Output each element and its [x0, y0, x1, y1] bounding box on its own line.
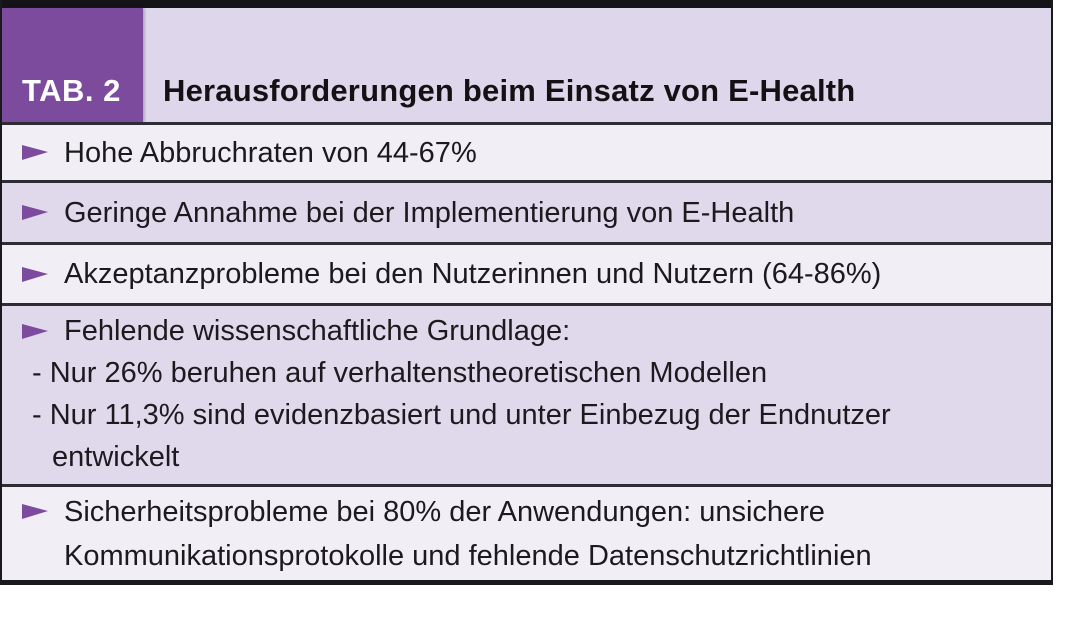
- row-subline: - Nur 11,3% sind evidenzbasiert und unte…: [32, 399, 891, 431]
- table-row: Geringe Annahme bei der Implementierung …: [2, 180, 1051, 242]
- table-row: Fehlende wissenschaftliche Grundlage: - …: [2, 303, 1051, 484]
- row-text: Sicherheitsprobleme bei 80% der Anwendun…: [64, 495, 825, 528]
- row-text: Geringe Annahme bei der Implementierung …: [64, 196, 795, 229]
- row-line: Hohe Abbruchraten von 44-67%: [2, 132, 1051, 174]
- row-text: Hohe Abbruchraten von 44-67%: [64, 136, 477, 169]
- row-line: Geringe Annahme bei der Implementierung …: [2, 192, 1051, 234]
- row-line: Sicherheitsprobleme bei 80% der Anwendun…: [2, 490, 1051, 534]
- row-text: Fehlende wissenschaftliche Grundlage:: [64, 315, 571, 347]
- table-row: Akzeptanzprobleme bei den Nutzerinnen un…: [2, 242, 1051, 303]
- row-line: Fehlende wissenschaftliche Grundlage:: [2, 310, 1051, 352]
- table-tag-badge: TAB. 2: [2, 8, 143, 122]
- bullet-arrow-icon: [22, 504, 48, 519]
- row-text: Akzeptanzprobleme bei den Nutzerinnen un…: [64, 258, 882, 290]
- bullet-arrow-icon: [22, 205, 48, 220]
- row-line-continuation: Kommunikationsprotokolle und fehlende Da…: [64, 539, 872, 572]
- row-subline: - Nur 26% beruhen auf verhaltenstheoreti…: [32, 357, 768, 389]
- table-title: Herausforderungen beim Einsatz von E-Hea…: [163, 73, 856, 108]
- ehealth-challenges-table: TAB. 2 Herausforderungen beim Einsatz vo…: [0, 0, 1053, 585]
- bullet-arrow-icon: [22, 145, 48, 160]
- row-line: Akzeptanzprobleme bei den Nutzerinnen un…: [2, 253, 1051, 295]
- table-row: Hohe Abbruchraten von 44-67%: [2, 122, 1051, 180]
- table-top-bar: [2, 0, 1051, 8]
- bullet-arrow-icon: [22, 266, 48, 282]
- table-tag-label: TAB. 2: [22, 73, 121, 108]
- row-subline-continuation: entwickelt: [52, 441, 180, 473]
- bullet-arrow-icon: [22, 323, 48, 339]
- table-row: Sicherheitsprobleme bei 80% der Anwendun…: [2, 484, 1051, 580]
- table-header: TAB. 2 Herausforderungen beim Einsatz vo…: [2, 8, 1051, 122]
